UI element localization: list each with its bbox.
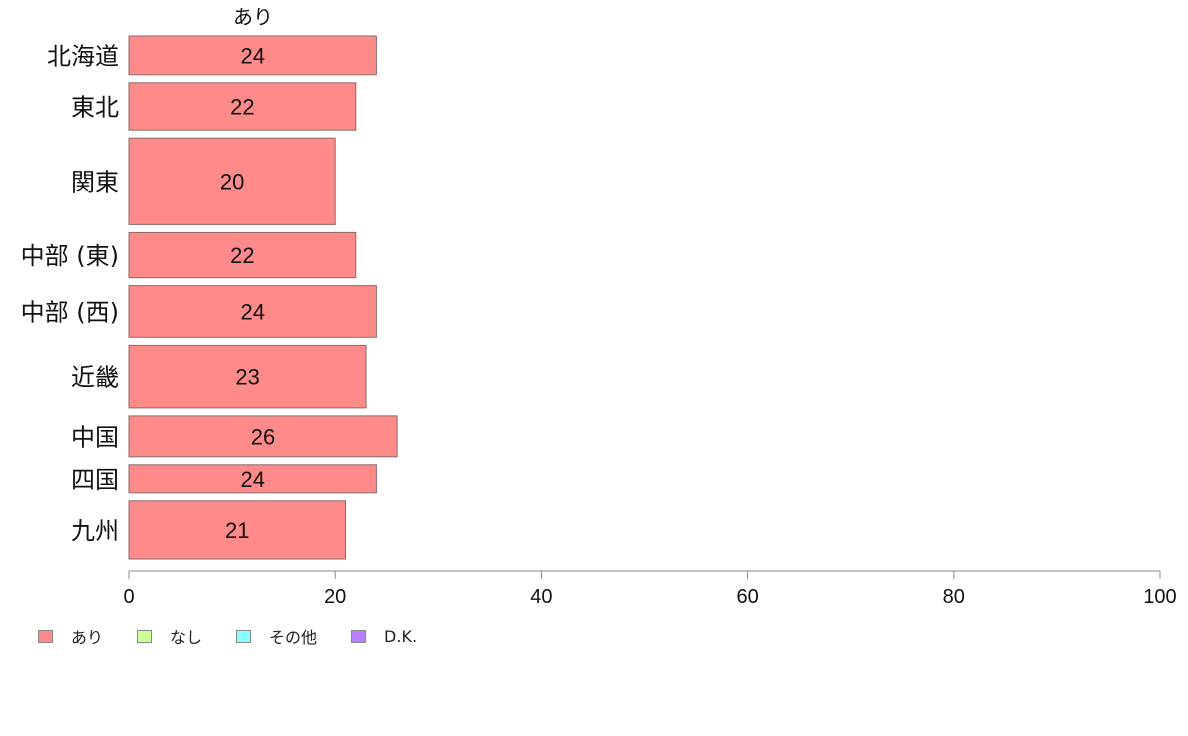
bar-value-label: 23 [235, 365, 259, 390]
category-label: 四国 [71, 466, 119, 494]
legend-label: その他 [269, 628, 318, 647]
category-label: 中国 [71, 423, 119, 451]
bar [128, 35, 377, 76]
legend-label: なし [170, 628, 203, 647]
legend-swatch [351, 629, 367, 643]
bar [128, 82, 357, 131]
bar-value-label: 26 [251, 424, 275, 449]
bar-value-label: 21 [225, 518, 249, 543]
legend-label: あり [71, 628, 104, 647]
bar-value-label: 24 [240, 43, 264, 68]
category-label: 東北 [71, 94, 119, 122]
x-tick-label: 100 [1143, 586, 1176, 608]
bar [128, 415, 398, 458]
bar [128, 500, 346, 560]
bar-value-label: 22 [230, 243, 254, 268]
category-label: 近畿 [71, 364, 119, 392]
legend-label: D.K. [384, 626, 418, 646]
bar-value-label: 20 [220, 169, 244, 194]
legend-swatch [236, 629, 252, 643]
bar [128, 137, 336, 225]
bar [128, 344, 367, 409]
bar [128, 285, 377, 338]
x-tick-label: 60 [736, 586, 758, 608]
panel-label: あり [233, 5, 273, 29]
category-label: 中部 (東) [21, 242, 119, 270]
bar-value-label: 22 [230, 95, 254, 120]
bar-value-label: 24 [240, 467, 264, 492]
x-tick-label: 40 [530, 586, 552, 608]
legend: あり なし その他 D.K. [38, 624, 451, 648]
legend-item-nashi: なし [137, 624, 202, 648]
x-tick-label: 0 [123, 586, 134, 608]
category-label: 北海道 [47, 42, 119, 70]
x-tick-label: 80 [943, 586, 965, 608]
bar-value-label: 24 [240, 300, 264, 325]
legend-item-dk: D.K. [351, 627, 417, 646]
category-label: 中部 (西) [21, 299, 119, 327]
legend-item-ari: あり [38, 624, 103, 648]
category-label: 関東 [71, 168, 119, 196]
legend-item-sonota: その他 [236, 624, 317, 648]
bar [128, 231, 357, 279]
category-label: 九州 [71, 517, 119, 545]
legend-swatch [38, 629, 53, 643]
legend-swatch [137, 629, 153, 643]
x-tick-label: 20 [324, 586, 346, 608]
bar [128, 464, 377, 494]
